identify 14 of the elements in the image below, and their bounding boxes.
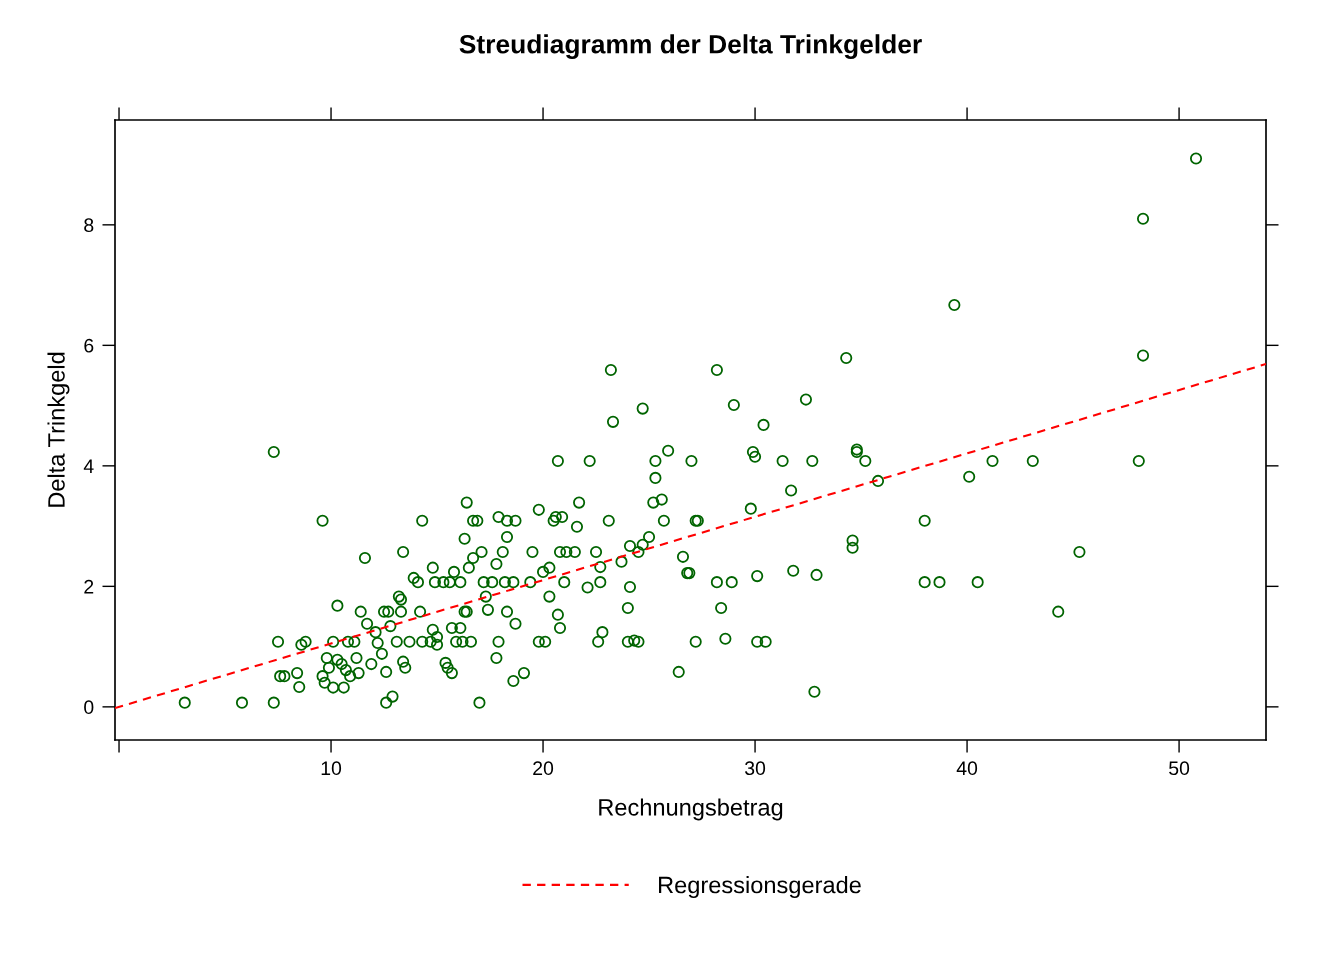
x-tick-label: 10 [321, 761, 342, 776]
y-tick-label: 6 [84, 338, 94, 353]
x-tick-label: 40 [956, 761, 978, 776]
y-tick-label: 0 [84, 700, 94, 715]
y-tick-label: 4 [83, 459, 94, 473]
x-tick-label: 30 [744, 761, 766, 776]
legend-label: Regressionsgerade [659, 875, 861, 899]
y-axis-title: Delta Trinkgeld [47, 352, 70, 507]
y-tick-label: 8 [84, 218, 94, 233]
x-tick-label: 20 [533, 761, 554, 776]
x-axis-title: Rechnungsbetrag [599, 798, 783, 821]
x-tick-label: 50 [1169, 761, 1190, 776]
chart-title: Streudiagramm der Delta Trinkgelder [459, 34, 922, 59]
y-tick-label: 2 [84, 579, 94, 594]
